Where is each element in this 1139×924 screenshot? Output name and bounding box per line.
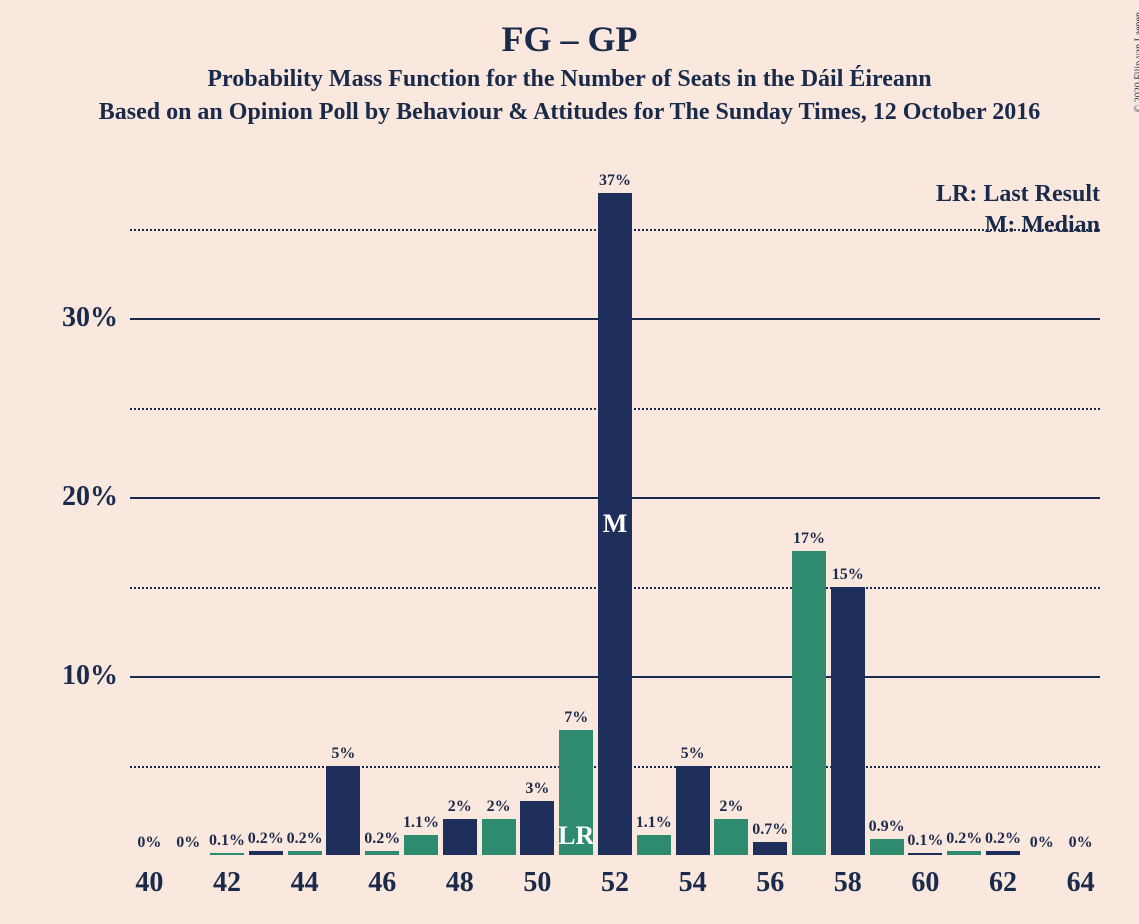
bar: 0.2% bbox=[249, 851, 283, 855]
bar: 0.2% bbox=[288, 851, 322, 855]
bar: 0.7% bbox=[753, 842, 787, 855]
bar-value-label: 0.1% bbox=[907, 832, 943, 853]
chart-subtitle: Probability Mass Function for the Number… bbox=[0, 66, 1139, 93]
bar: 2% bbox=[482, 819, 516, 855]
bar-value-label: 0% bbox=[176, 834, 200, 855]
bar-value-label: 2% bbox=[448, 798, 472, 819]
bar: 5% bbox=[676, 766, 710, 855]
legend-m: M: Median bbox=[936, 212, 1100, 239]
bar-value-label: 0% bbox=[1069, 834, 1093, 855]
y-tick-label: 10% bbox=[62, 660, 130, 692]
x-tick-label: 62 bbox=[989, 867, 1017, 899]
bar-value-label: 0.2% bbox=[946, 830, 982, 851]
bar-value-label: 0.2% bbox=[287, 830, 323, 851]
x-tick-label: 60 bbox=[911, 867, 939, 899]
bar-value-label: 3% bbox=[525, 780, 549, 801]
x-tick-label: 42 bbox=[213, 867, 241, 899]
chart-container: FG – GP Probability Mass Function for th… bbox=[0, 0, 1139, 924]
bar-value-label: 0.7% bbox=[752, 821, 788, 842]
bar: 7%LR bbox=[559, 730, 593, 855]
bar-value-label: 5% bbox=[331, 745, 355, 766]
x-tick-label: 44 bbox=[291, 867, 319, 899]
bar-marker-m: M bbox=[603, 509, 628, 539]
bar: 1.1% bbox=[637, 835, 671, 855]
bar-value-label: 2% bbox=[487, 798, 511, 819]
bar-value-label: 17% bbox=[793, 530, 825, 551]
bar: 1.1% bbox=[404, 835, 438, 855]
bar-marker-lr: LR bbox=[558, 821, 594, 851]
bar-value-label: 15% bbox=[832, 566, 864, 587]
x-tick-label: 54 bbox=[679, 867, 707, 899]
bars-layer: 0%0%0.1%0.2%0.2%5%0.2%1.1%2%2%3%7%LR37%M… bbox=[130, 175, 1100, 855]
bar-value-label: 0.1% bbox=[209, 832, 245, 853]
plot-area: 0%0%0.1%0.2%0.2%5%0.2%1.1%2%2%3%7%LR37%M… bbox=[130, 175, 1100, 855]
bar: 2% bbox=[714, 819, 748, 855]
bar: 3% bbox=[520, 801, 554, 855]
bar-value-label: 2% bbox=[719, 798, 743, 819]
x-tick-label: 50 bbox=[523, 867, 551, 899]
y-tick-label: 30% bbox=[62, 302, 130, 334]
bar: 0.1% bbox=[908, 853, 942, 855]
x-tick-label: 46 bbox=[368, 867, 396, 899]
copyright-text: © 2020 Filip van Laenen bbox=[1133, 12, 1139, 112]
x-tick-label: 52 bbox=[601, 867, 629, 899]
bar-value-label: 0.9% bbox=[869, 818, 905, 839]
chart-source-line: Based on an Opinion Poll by Behaviour & … bbox=[0, 99, 1139, 126]
bar: 37%M bbox=[598, 193, 632, 855]
bar: 0.2% bbox=[947, 851, 981, 855]
y-tick-label: 20% bbox=[62, 481, 130, 513]
title-block: FG – GP Probability Mass Function for th… bbox=[0, 0, 1139, 126]
chart-title: FG – GP bbox=[0, 18, 1139, 60]
x-tick-label: 58 bbox=[834, 867, 862, 899]
bar: 0.9% bbox=[870, 839, 904, 855]
bar: 0.1% bbox=[210, 853, 244, 855]
bar: 0.2% bbox=[986, 851, 1020, 855]
bar-value-label: 0.2% bbox=[985, 830, 1021, 851]
x-tick-label: 40 bbox=[135, 867, 163, 899]
bar-value-label: 5% bbox=[681, 745, 705, 766]
bar-value-label: 37% bbox=[599, 172, 631, 193]
bar-value-label: 0.2% bbox=[248, 830, 284, 851]
bar-value-label: 0% bbox=[1030, 834, 1054, 855]
x-tick-label: 56 bbox=[756, 867, 784, 899]
bar-value-label: 0% bbox=[137, 834, 161, 855]
bar: 5% bbox=[326, 766, 360, 855]
bar: 2% bbox=[443, 819, 477, 855]
x-tick-label: 64 bbox=[1067, 867, 1095, 899]
bar: 17% bbox=[792, 551, 826, 855]
bar-value-label: 1.1% bbox=[636, 814, 672, 835]
x-tick-label: 48 bbox=[446, 867, 474, 899]
legend: LR: Last Result M: Median bbox=[936, 181, 1100, 243]
bar-value-label: 1.1% bbox=[403, 814, 439, 835]
bar-value-label: 0.2% bbox=[364, 830, 400, 851]
legend-lr: LR: Last Result bbox=[936, 181, 1100, 208]
bar-value-label: 7% bbox=[564, 709, 588, 730]
bar: 15% bbox=[831, 587, 865, 855]
bar: 0.2% bbox=[365, 851, 399, 855]
